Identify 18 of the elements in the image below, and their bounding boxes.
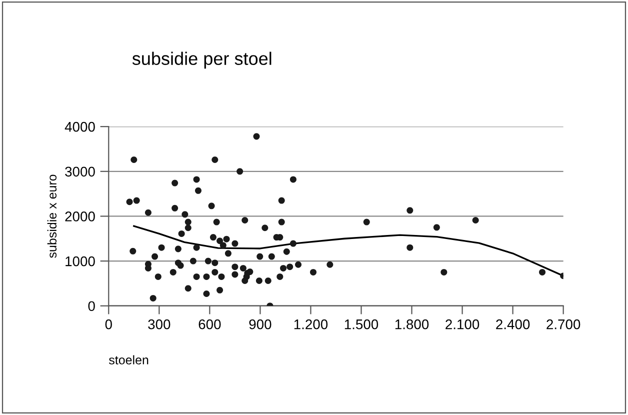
x-tick-label: 2.400 — [496, 319, 530, 330]
x-tick-label: 1.800 — [395, 319, 429, 330]
x-tick-label: 300 — [148, 319, 170, 330]
x-tick-label: 600 — [198, 319, 221, 330]
y-tick-label: 3000 — [65, 166, 95, 177]
x-axis-title: stoelen — [108, 355, 148, 364]
chart-title: subsidie per stoel — [132, 52, 272, 69]
y-axis-title: subsidie x euro — [47, 174, 57, 258]
y-tick-label: 2000 — [65, 212, 95, 222]
x-tick-label: 2.700 — [546, 319, 580, 330]
y-tick-label: 1000 — [66, 256, 95, 266]
x-tick-label: 900 — [249, 319, 272, 330]
x-tick-label: 0 — [105, 319, 112, 330]
y-tick-label: 4000 — [64, 122, 95, 132]
x-tick-label: 1.200 — [294, 319, 328, 330]
y-tick-label: 0 — [88, 301, 95, 312]
x-tick-label: 1.500 — [344, 319, 378, 330]
x-tick-label: 2.100 — [446, 319, 480, 330]
